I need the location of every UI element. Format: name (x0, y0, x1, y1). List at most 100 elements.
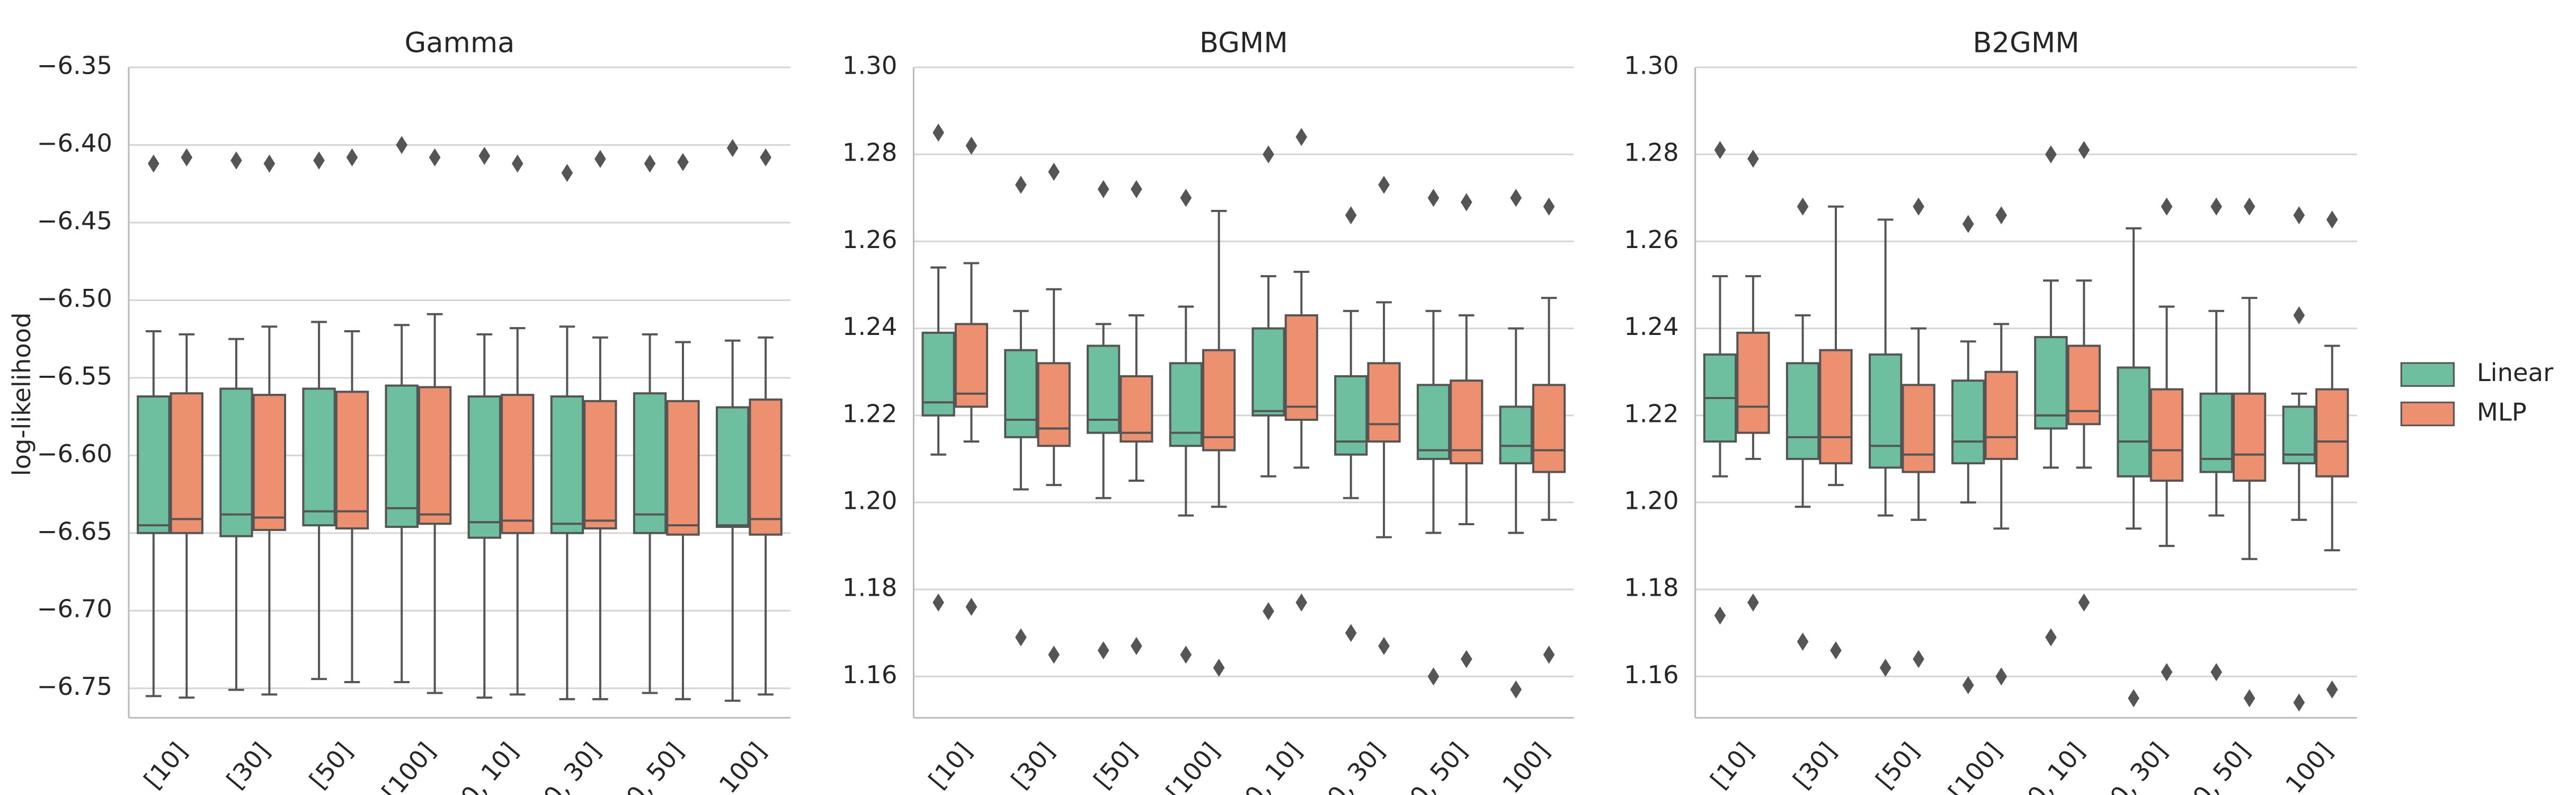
outlier (1543, 197, 1555, 216)
outlier (1747, 593, 1759, 612)
outlier (1913, 197, 1924, 216)
legend-swatch (2400, 401, 2455, 427)
box (335, 391, 369, 530)
outlier (478, 146, 491, 165)
outlier (2078, 593, 2090, 612)
box (1037, 362, 1071, 447)
y-tick-label: 1.16 (842, 660, 897, 689)
box (1499, 405, 1533, 465)
outlier (1097, 180, 1109, 198)
outlier (1263, 145, 1274, 164)
chart-title: Gamma (404, 26, 514, 59)
outlier (1879, 658, 1891, 677)
box (1120, 375, 1153, 443)
outlier (2078, 140, 2090, 160)
outlier (1962, 215, 1974, 233)
y-tick-label: 1.18 (1624, 573, 1678, 602)
y-tick-label: 1.24 (842, 312, 897, 341)
box (2232, 392, 2267, 482)
outlier (2210, 197, 2223, 216)
outlier (1378, 637, 1390, 655)
box (385, 384, 419, 528)
box (137, 395, 171, 534)
box (1819, 349, 1853, 465)
box (170, 392, 203, 534)
box (418, 386, 452, 525)
box (1284, 314, 1318, 421)
box (219, 387, 253, 537)
outlier (965, 136, 978, 155)
outlier (396, 136, 408, 154)
outlier (1460, 193, 1472, 211)
box (1334, 375, 1368, 456)
outlier (1015, 175, 1027, 194)
outlier (1714, 140, 1726, 160)
y-tick-label: −6.50 (37, 284, 112, 313)
outlier (1131, 637, 1142, 655)
outlier (147, 154, 159, 173)
y-tick-label: 1.28 (1624, 138, 1678, 167)
box (2199, 392, 2233, 473)
outlier (2293, 693, 2305, 712)
y-tick-label: −6.55 (37, 361, 112, 390)
box (1416, 384, 1451, 460)
outlier (1543, 646, 1555, 664)
box (2149, 388, 2184, 482)
outlier (932, 593, 944, 612)
box (2067, 344, 2101, 426)
outlier (2045, 145, 2057, 164)
box (252, 394, 287, 531)
y-axis-label: log-likelihood (7, 312, 36, 476)
box (550, 395, 584, 534)
box (1367, 362, 1401, 443)
y-tick-label: −6.60 (37, 439, 112, 468)
box (2315, 388, 2349, 478)
outlier (1378, 175, 1390, 194)
box (2034, 336, 2068, 430)
outlier (644, 154, 656, 173)
y-tick-label: 1.26 (1624, 225, 1678, 254)
y-tick-label: 1.16 (1624, 660, 1678, 689)
y-tick-label: 1.30 (1624, 51, 1678, 80)
outlier (594, 149, 606, 168)
box (1251, 327, 1285, 417)
outlier (2045, 628, 2057, 647)
outlier (1180, 646, 1192, 664)
outlier (1295, 128, 1308, 146)
y-tick-label: 1.26 (842, 225, 897, 254)
outlier (1213, 658, 1225, 677)
outlier (1747, 149, 1759, 168)
box (1532, 384, 1566, 473)
box (749, 398, 783, 536)
outlier (1797, 197, 1809, 216)
box (1004, 349, 1038, 438)
legend-label: Linear (2477, 358, 2554, 387)
outlier (1263, 602, 1274, 621)
box (1086, 344, 1121, 434)
box (467, 395, 501, 539)
outlier (965, 597, 978, 616)
y-tick-label: −6.40 (37, 129, 112, 157)
y-tick-label: 1.24 (1624, 312, 1678, 341)
legend-swatch (2400, 362, 2455, 387)
outlier (181, 148, 193, 166)
y-tick-label: −6.70 (37, 595, 112, 623)
outlier (1295, 593, 1308, 612)
outlier (1048, 163, 1060, 181)
outlier (2243, 197, 2255, 216)
box (583, 400, 617, 530)
outlier (1180, 189, 1192, 207)
box (1951, 379, 1985, 465)
y-tick-label: 1.18 (842, 573, 897, 602)
y-tick-label: 1.28 (842, 138, 897, 167)
chart-title: BGMM (1200, 26, 1288, 59)
y-tick-label: −6.45 (37, 206, 112, 235)
outlier (1015, 628, 1027, 647)
outlier (346, 148, 358, 166)
outlier (313, 151, 325, 170)
outlier (230, 151, 242, 170)
y-tick-label: 1.20 (842, 486, 897, 515)
y-tick-label: −6.65 (37, 517, 112, 545)
